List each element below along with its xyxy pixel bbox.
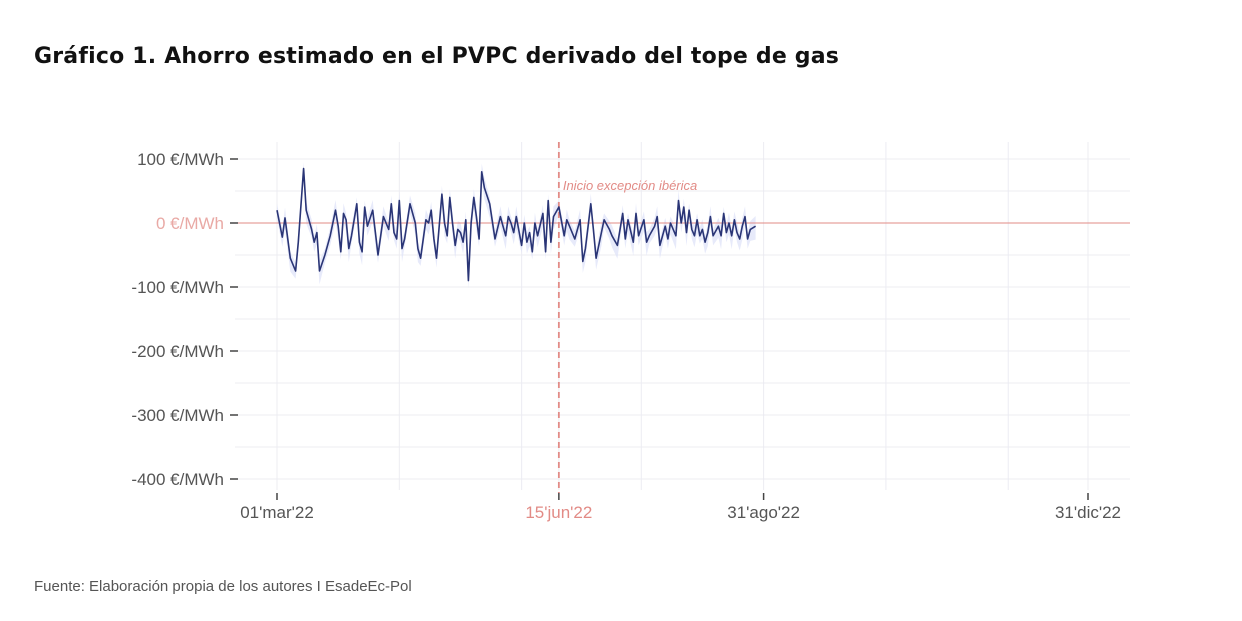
y-tick-label: -100 €/MWh bbox=[131, 278, 224, 297]
x-axis: 01'mar'22 15'jun'22 31'ago'22 31'dic'22 bbox=[240, 493, 1121, 522]
reference-line-label: Inicio excepción ibérica bbox=[563, 178, 697, 193]
y-tick-label: -300 €/MWh bbox=[131, 406, 224, 425]
reference-line-group: Inicio excepción ibérica bbox=[557, 142, 697, 493]
x-tick-label: 01'mar'22 bbox=[240, 503, 314, 522]
y-tick-label: -400 €/MWh bbox=[131, 470, 224, 489]
y-tick-label: 0 €/MWh bbox=[156, 214, 224, 233]
series-band bbox=[277, 162, 756, 289]
y-tick-label: -200 €/MWh bbox=[131, 342, 224, 361]
x-tick-label: 31'dic'22 bbox=[1055, 503, 1121, 522]
series-line-ahorro-estimado bbox=[276, 167, 757, 282]
x-tick-label: 31'ago'22 bbox=[727, 503, 800, 522]
source-note: Fuente: Elaboración propia de los autore… bbox=[34, 578, 412, 595]
x-tick-label: 15'jun'22 bbox=[525, 503, 592, 522]
y-tick-label: 100 €/MWh bbox=[137, 150, 224, 169]
y-axis: 100 €/MWh 0 €/MWh -100 €/MWh -200 €/MWh -300… bbox=[131, 150, 238, 489]
confidence-band bbox=[277, 162, 756, 289]
chart-title: Gráfico 1. Ahorro estimado en el PVPC de… bbox=[34, 44, 840, 69]
series-group bbox=[276, 167, 757, 282]
grid bbox=[235, 142, 1130, 490]
